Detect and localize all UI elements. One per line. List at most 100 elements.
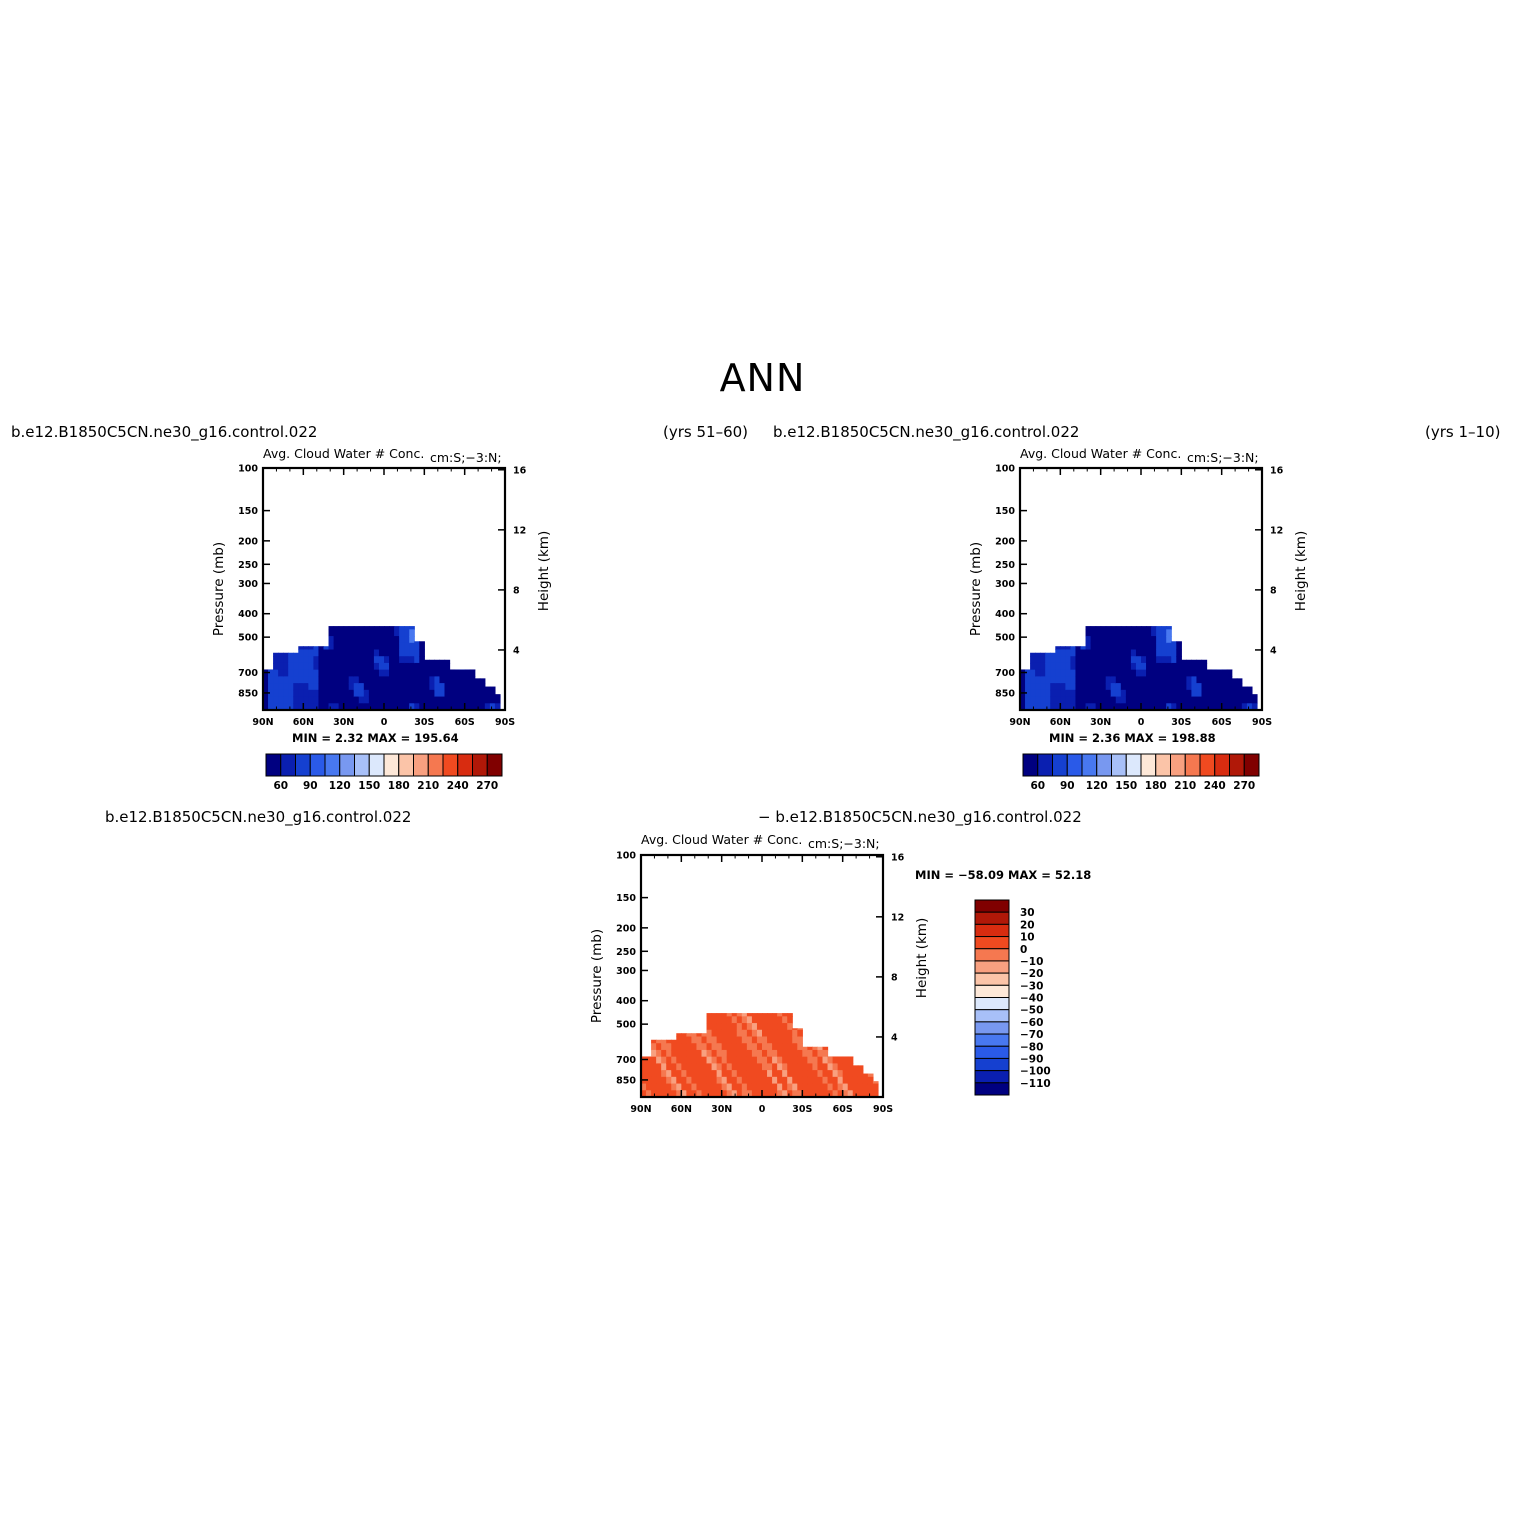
field-cell <box>313 683 320 691</box>
y-tick-label: 850 <box>238 688 258 699</box>
field-cell <box>756 1036 763 1044</box>
field-cell <box>711 1029 718 1038</box>
field-cell <box>358 649 365 657</box>
field-cell <box>469 676 476 684</box>
y-tick-label: 700 <box>616 1055 636 1066</box>
field-cell <box>1141 656 1147 664</box>
field-cell <box>1065 649 1072 657</box>
field-cell <box>762 1016 768 1024</box>
field-cell <box>706 1023 713 1031</box>
field-cell <box>308 662 315 671</box>
field-cell <box>721 1016 728 1024</box>
field-cell <box>822 1063 829 1071</box>
field-label: Avg. Cloud Water # Conc. <box>1020 446 1181 461</box>
field-cell <box>1161 676 1167 684</box>
field-cell <box>746 1023 753 1031</box>
field-cell <box>1110 649 1117 657</box>
field-cell <box>807 1090 814 1098</box>
field-cell <box>1125 696 1132 704</box>
field-cell <box>464 683 471 691</box>
field-cell <box>772 1056 778 1064</box>
field-cell <box>1080 689 1087 698</box>
field-cell <box>787 1070 793 1078</box>
field-cell <box>802 1076 808 1085</box>
field-cell <box>1065 696 1072 704</box>
field-cell <box>338 656 345 664</box>
field-cell <box>283 669 289 677</box>
colorbar-box <box>974 1021 1010 1035</box>
field-cell <box>348 656 355 664</box>
field-cell <box>1090 629 1097 637</box>
x-tick-label: 0 <box>759 1104 766 1115</box>
field-cell <box>283 696 289 704</box>
field-cell <box>348 662 355 671</box>
field-cell <box>278 669 284 677</box>
field-cell <box>1125 689 1132 698</box>
field-cell <box>736 1016 743 1024</box>
field-cell <box>706 1070 713 1078</box>
field-cell <box>651 1049 657 1058</box>
field-cell <box>1105 676 1112 684</box>
field-cell <box>1025 676 1031 684</box>
field-cell <box>1080 662 1087 671</box>
field-cell <box>762 1070 768 1078</box>
field-cell <box>1135 689 1142 698</box>
field-cell <box>1161 662 1167 671</box>
field-cell <box>363 626 370 630</box>
field-cell <box>1146 649 1152 657</box>
field-cell <box>767 1016 773 1024</box>
field-cell <box>384 636 390 644</box>
field-cell <box>1120 696 1127 704</box>
field-cell <box>782 1013 788 1017</box>
field-cell <box>676 1033 682 1038</box>
field-cell <box>1176 669 1182 677</box>
field-cell <box>797 1083 803 1091</box>
field-cell <box>368 676 375 684</box>
field-cell <box>741 1049 748 1058</box>
field-cell <box>1085 642 1092 651</box>
field-cell <box>721 1063 728 1071</box>
field-cell <box>1050 662 1056 671</box>
field-cell <box>1246 689 1253 698</box>
field-cell <box>751 1063 758 1071</box>
field-cell <box>807 1056 814 1064</box>
field-cell <box>857 1090 864 1098</box>
field-cell <box>1020 696 1026 704</box>
field-cell <box>772 1070 778 1078</box>
field-cell <box>454 703 461 711</box>
field-cell <box>439 676 446 684</box>
field-cell <box>409 642 415 651</box>
field-cell <box>736 1043 743 1051</box>
field-cell <box>646 1056 652 1064</box>
field-cell <box>313 676 320 684</box>
field-cell <box>1090 636 1097 644</box>
field-cell <box>782 1043 788 1051</box>
field-cell <box>323 676 330 684</box>
field-cell <box>434 683 441 691</box>
field-cell <box>1075 683 1082 691</box>
field-cell <box>373 696 380 704</box>
field-cell <box>852 1090 859 1098</box>
field-cell <box>762 1063 768 1071</box>
y-tick-label: 200 <box>616 923 636 934</box>
field-cell <box>1080 676 1087 684</box>
field-cell <box>484 686 491 691</box>
colorbar-box <box>457 753 473 777</box>
field-cell <box>741 1023 748 1031</box>
field-cell <box>741 1013 748 1017</box>
field-cell <box>807 1046 814 1051</box>
field-cell <box>812 1090 819 1098</box>
x-tick-label: 30N <box>333 717 354 728</box>
field-cell <box>1115 689 1122 698</box>
field-cell <box>1040 652 1046 657</box>
field-cell <box>368 629 375 637</box>
field-cell <box>716 1049 723 1058</box>
colorbar-box <box>974 997 1010 1011</box>
field-cell <box>378 662 385 671</box>
field-cell <box>394 642 400 651</box>
field-cell <box>404 636 410 644</box>
field-cell <box>812 1046 819 1051</box>
field-cell <box>1166 703 1172 711</box>
field-label: Avg. Cloud Water # Conc. <box>641 832 802 847</box>
field-cell <box>746 1070 753 1078</box>
